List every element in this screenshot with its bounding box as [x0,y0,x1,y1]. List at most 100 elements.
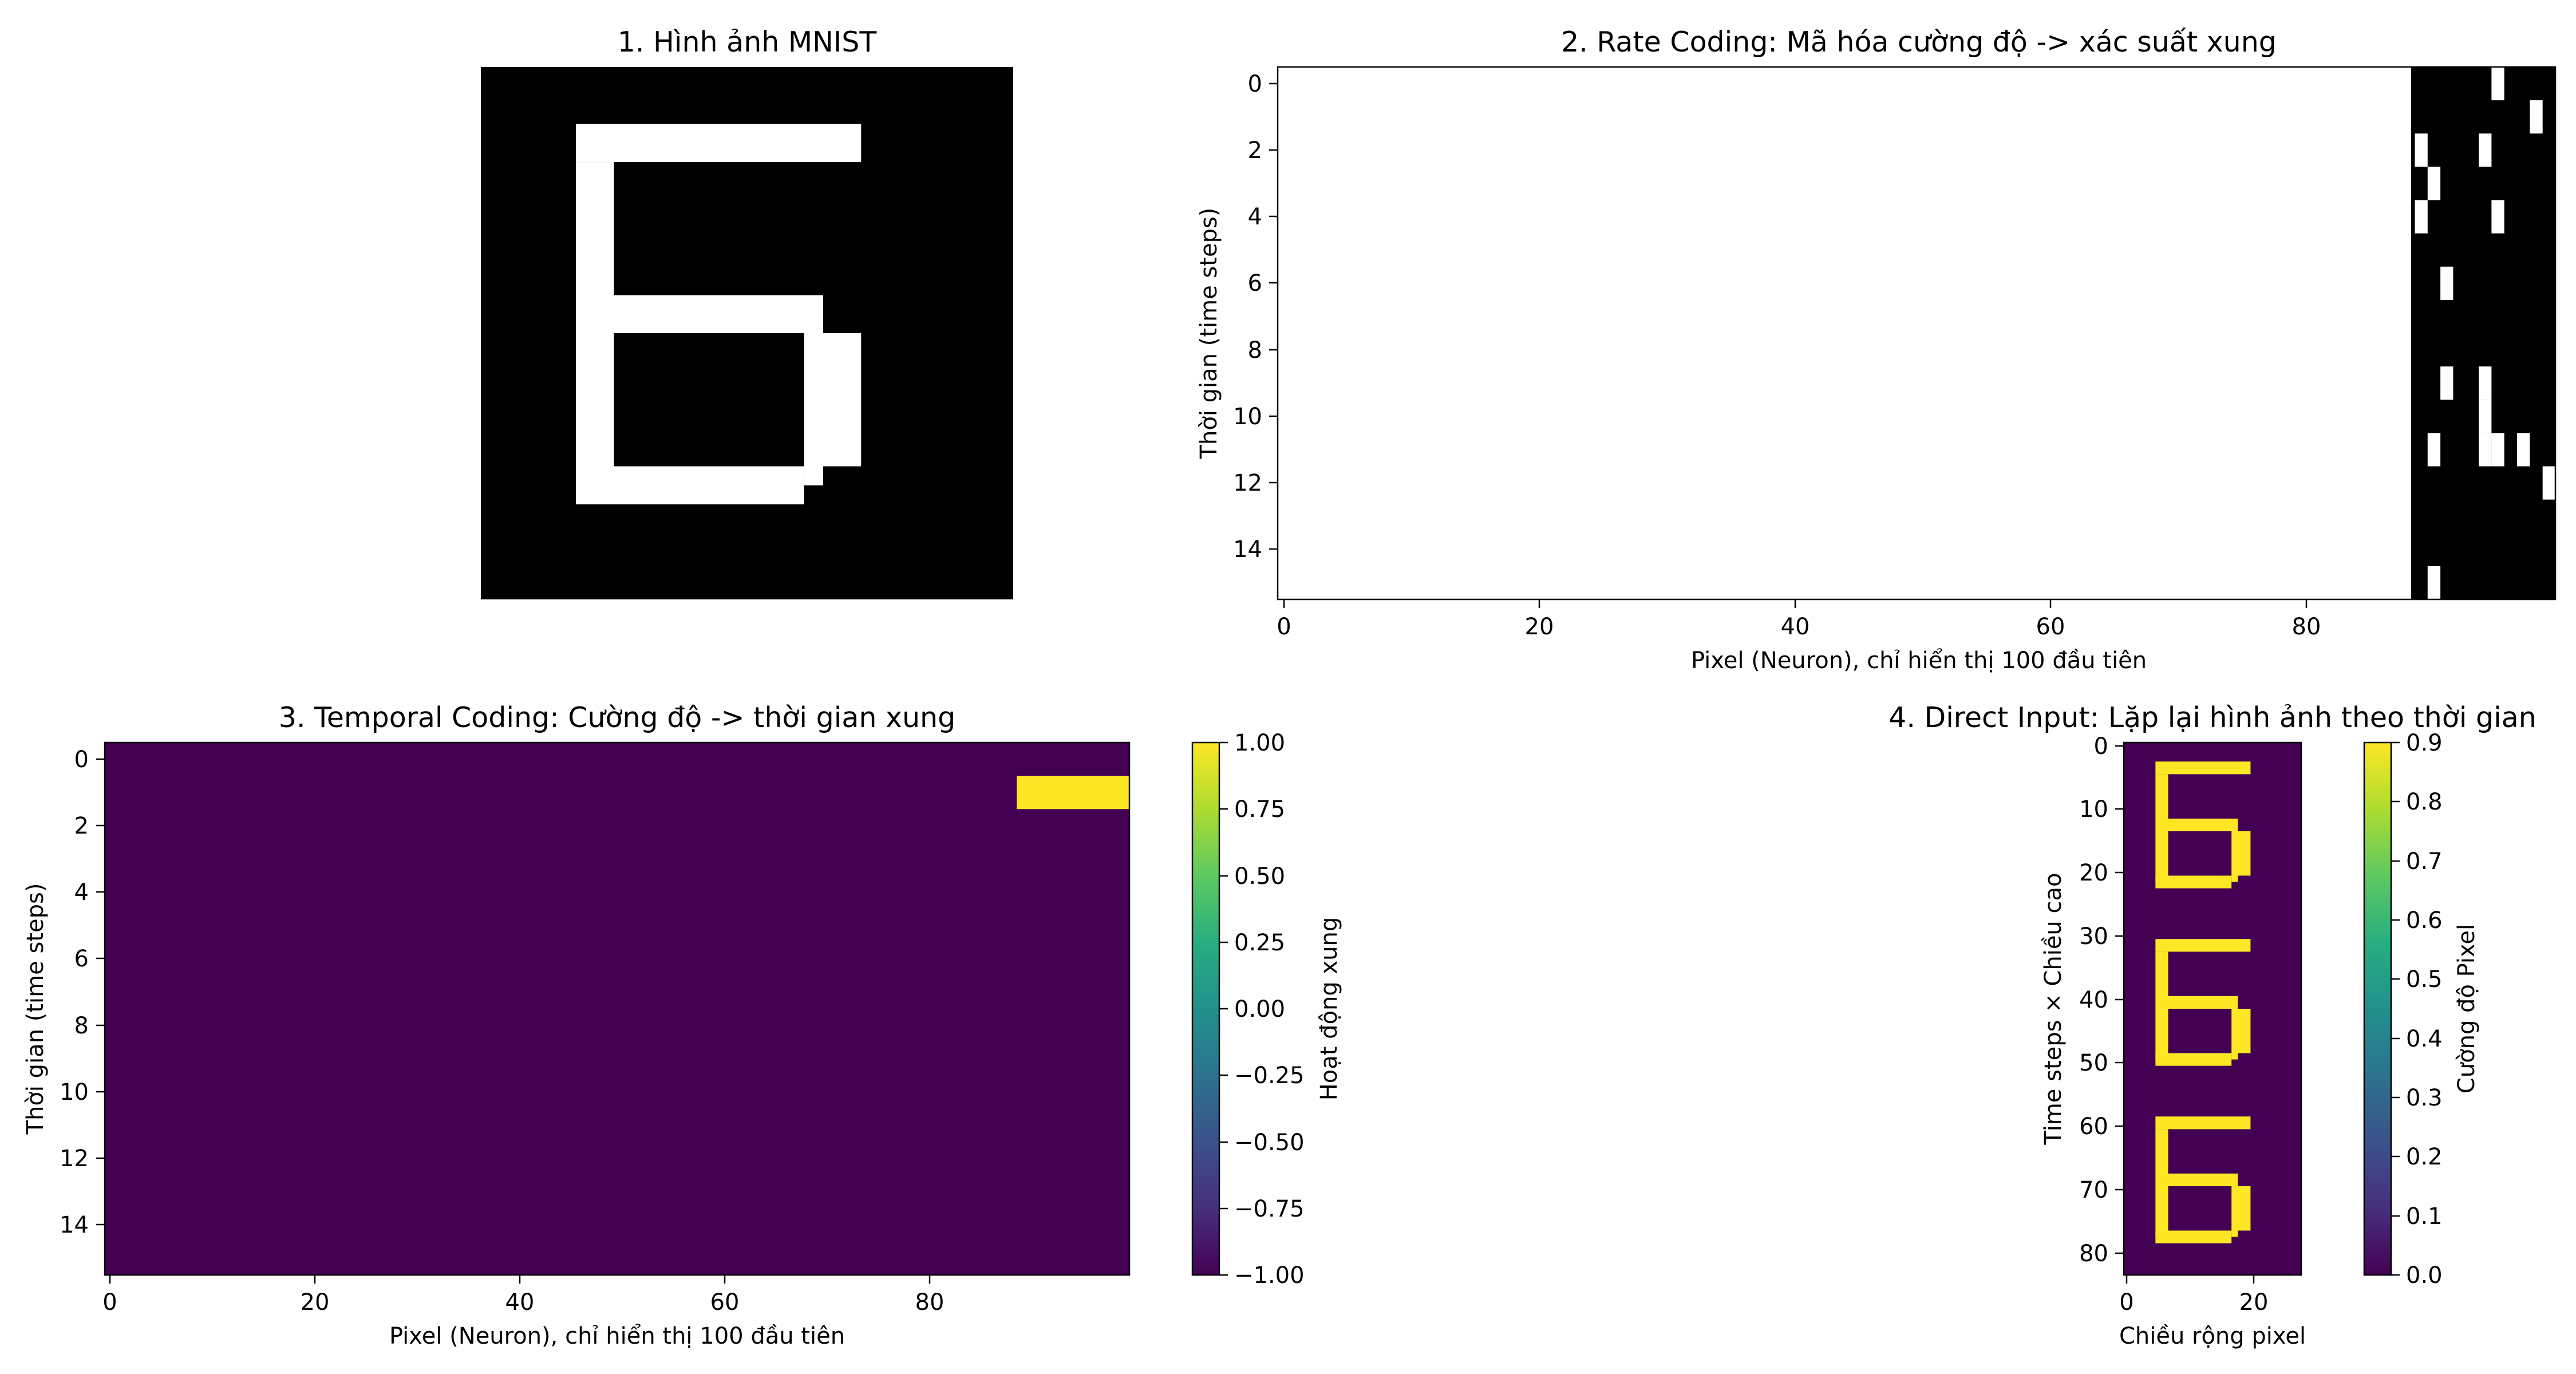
direct-colorbar-tick-label: 0.7 [2406,848,2443,875]
rate-y-ticks: 0 2 4 6 8 10 12 14 [1233,71,1278,563]
temporal-x-tick-label: 80 [915,1289,945,1316]
temporal-colorbar-tick-label: −0.50 [1234,1130,1305,1156]
rate-spike-cell [2517,433,2530,467]
temporal-colorbar-tick-label: −0.75 [1234,1196,1305,1222]
rate-spike-cell [2530,100,2543,134]
temporal-colorbar-tick-label: 0.75 [1234,796,1285,823]
direct-y-tick-label: 30 [2079,923,2108,950]
direct-pixels [2155,761,2251,1243]
mnist-digit-stroke [804,333,862,467]
panel-temporal-coding: 3. Temporal Coding: Cường độ -> thời gia… [22,701,1342,1349]
direct-y-tick-label: 80 [2079,1241,2108,1267]
direct-colorbar-tick-label: 0.8 [2406,789,2443,815]
direct-digit-stroke [2155,1186,2168,1237]
temporal-y-tick-label: 2 [74,813,89,839]
direct-y-ticks: 0 10 20 30 40 50 60 70 80 [2079,733,2124,1267]
temporal-spikes [1017,776,1129,810]
direct-digit-stroke [2231,1009,2251,1053]
rate-spike-cell [2415,200,2428,234]
rate-spike-cell [2479,433,2492,467]
rate-x-tick-label: 80 [2292,614,2321,640]
direct-digit-stroke [2155,951,2168,1009]
direct-digit-stroke [2168,1173,2238,1186]
rate-spike-cell [2427,167,2441,200]
temporal-spike-cell [1017,776,1129,810]
rate-x-tick-label: 20 [1525,614,1554,640]
direct-y-tick-label: 10 [2079,796,2108,823]
panel-rate-coding: 2. Rate Coding: Mã hóa cường độ -> xác s… [1196,26,2557,674]
direct-colorbar-tick-label: 0.0 [2406,1262,2443,1289]
rate-y-tick-label: 0 [1248,71,1262,97]
temporal-y-tick-label: 6 [74,946,89,972]
rate-y-tick-label: 4 [1248,204,1262,230]
direct-digit-stroke [2231,1186,2251,1231]
temporal-y-tick-label: 10 [60,1079,89,1105]
rate-x-tick-label: 40 [1781,614,1810,640]
mnist-digit-stroke [576,466,804,504]
direct-colorbar-tick-label: 0.4 [2406,1026,2443,1052]
mnist-digit-stroke [576,333,614,485]
temporal-x-axis-label: Pixel (Neuron), chỉ hiển thị 100 đầu tiê… [389,1323,845,1349]
temporal-y-tick-label: 14 [60,1212,89,1238]
direct-digit-stroke [2231,875,2238,882]
direct-colorbar-tick-label: 0.5 [2406,966,2443,993]
rate-spike-cell [2479,366,2492,400]
direct-colorbar-tick-label: 0.9 [2406,730,2443,756]
direct-axes-frame [2123,741,2302,1276]
mnist-digit-stroke [576,124,862,163]
temporal-colorbar-tick-label: −0.25 [1234,1063,1305,1089]
temporal-colorbar-label: Hoạt động xung [1316,917,1342,1101]
rate-spike-cell [2415,133,2428,167]
mnist-digit-stroke [614,295,823,333]
panel-direct-input: 4. Direct Input: Lặp lại hình ảnh theo t… [1888,701,2537,1349]
direct-digit-stroke [2155,1009,2168,1060]
temporal-colorbar-tick-label: 0.50 [1234,863,1285,890]
temporal-colorbar: 1.00 0.75 0.50 0.25 0.00 −0.25 −0.50 −0.… [1191,730,1342,1289]
direct-digit-stroke [2155,774,2168,831]
rate-spike-cell [2491,433,2504,467]
rate-x-axis-label: Pixel (Neuron), chỉ hiển thị 100 đầu tiê… [1691,647,2147,674]
direct-digit-stroke [2168,818,2238,831]
rate-y-tick-label: 8 [1248,337,1262,364]
direct-digit-stroke [2155,1129,2168,1186]
direct-y-tick-label: 60 [2079,1114,2108,1140]
direct-digit-stroke [2155,939,2251,952]
temporal-y-tick-label: 8 [74,1013,89,1039]
direct-x-tick-label: 0 [2119,1289,2134,1316]
temporal-y-ticks: 0 2 4 6 8 10 12 14 [60,747,105,1238]
temporal-x-ticks: 0 20 40 60 80 [102,1275,944,1316]
direct-digit-stroke [2168,996,2238,1009]
temporal-x-tick-label: 40 [505,1289,535,1316]
rate-y-tick-label: 14 [1233,536,1262,563]
temporal-y-tick-label: 12 [60,1146,89,1172]
direct-y-tick-label: 0 [2094,733,2108,760]
temporal-title: 3. Temporal Coding: Cường độ -> thời gia… [279,701,955,734]
temporal-x-tick-label: 20 [301,1289,330,1316]
rate-x-tick-label: 60 [2036,614,2065,640]
direct-digit-stroke [2155,1053,2232,1066]
direct-x-ticks: 0 20 [2119,1275,2268,1316]
rate-spike-cell [2491,200,2504,234]
rate-x-ticks: 0 20 40 60 80 [1277,599,2321,640]
direct-digit-stroke [2155,761,2251,775]
direct-colorbar-tick-label: 0.3 [2406,1085,2443,1111]
mnist-title: 1. Hình ảnh MNIST [618,26,878,58]
direct-digit-stroke [2155,1230,2232,1243]
rate-spike-cell [2491,67,2504,101]
rate-axes-frame [1277,66,2557,601]
temporal-colorbar-tick-label: 1.00 [1234,730,1285,756]
mnist-digit-stroke [576,162,614,333]
temporal-colorbar-gradient [1191,741,1220,1276]
mnist-digit-stroke [804,466,823,485]
direct-digit-stroke [2155,1116,2251,1130]
direct-colorbar-tick-label: 0.2 [2406,1144,2443,1170]
direct-x-axis-label: Chiều rộng pixel [2119,1323,2306,1349]
temporal-plot-area [105,743,1129,1275]
temporal-y-axis-label: Thời gian (time steps) [22,883,49,1135]
direct-y-axis-label: Time steps × Chiều cao [2040,873,2067,1146]
rate-spike-cell [2542,466,2555,500]
rate-spike-cell [2427,433,2441,467]
direct-colorbar-label: Cường độ Pixel [2453,924,2480,1093]
temporal-colorbar-tick-label: −1.00 [1234,1262,1305,1289]
